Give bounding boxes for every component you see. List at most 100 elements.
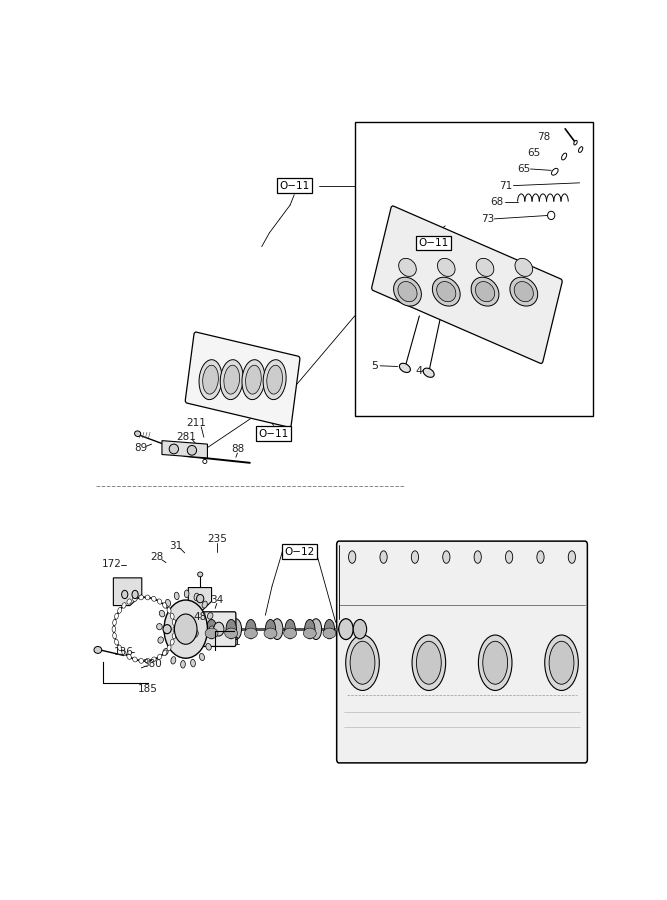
Ellipse shape <box>206 619 217 639</box>
Ellipse shape <box>476 258 494 276</box>
Ellipse shape <box>203 365 218 394</box>
Text: 5: 5 <box>371 361 378 371</box>
Ellipse shape <box>537 551 544 563</box>
Ellipse shape <box>416 642 442 684</box>
Ellipse shape <box>135 431 141 436</box>
Ellipse shape <box>199 653 205 661</box>
FancyBboxPatch shape <box>337 541 588 763</box>
Text: 48: 48 <box>193 612 206 623</box>
Ellipse shape <box>245 365 261 394</box>
Text: 78: 78 <box>537 132 550 142</box>
Ellipse shape <box>265 619 275 639</box>
Ellipse shape <box>172 619 176 625</box>
Text: 281: 281 <box>176 432 195 442</box>
Ellipse shape <box>350 642 375 684</box>
Ellipse shape <box>443 551 450 563</box>
Ellipse shape <box>133 597 137 601</box>
Ellipse shape <box>157 624 162 630</box>
Text: 1: 1 <box>234 636 241 646</box>
Ellipse shape <box>506 551 513 563</box>
Ellipse shape <box>225 628 237 638</box>
Ellipse shape <box>267 365 283 394</box>
Text: 73: 73 <box>481 214 494 224</box>
Ellipse shape <box>209 631 215 637</box>
Text: 65: 65 <box>517 164 530 174</box>
Ellipse shape <box>510 277 538 306</box>
Ellipse shape <box>400 364 410 373</box>
Ellipse shape <box>438 258 455 276</box>
Ellipse shape <box>170 639 174 645</box>
Ellipse shape <box>578 147 583 152</box>
Ellipse shape <box>283 628 297 638</box>
Ellipse shape <box>181 661 185 668</box>
Ellipse shape <box>271 618 283 640</box>
Text: 136: 136 <box>114 647 133 657</box>
Ellipse shape <box>244 628 257 638</box>
Ellipse shape <box>159 610 165 616</box>
FancyBboxPatch shape <box>185 332 300 428</box>
Ellipse shape <box>191 660 195 667</box>
Ellipse shape <box>380 551 387 563</box>
Ellipse shape <box>545 635 578 690</box>
Ellipse shape <box>185 628 198 638</box>
Text: O−11: O−11 <box>279 181 309 191</box>
Ellipse shape <box>197 595 204 603</box>
Text: 68: 68 <box>490 196 504 207</box>
Ellipse shape <box>139 595 143 600</box>
Ellipse shape <box>115 613 119 619</box>
Polygon shape <box>188 588 211 610</box>
Ellipse shape <box>242 360 265 400</box>
Ellipse shape <box>323 628 336 638</box>
Ellipse shape <box>412 551 419 563</box>
Ellipse shape <box>552 168 558 176</box>
Ellipse shape <box>207 613 213 619</box>
Ellipse shape <box>471 277 499 306</box>
Ellipse shape <box>145 595 150 600</box>
Ellipse shape <box>514 282 534 302</box>
Ellipse shape <box>170 613 174 619</box>
Ellipse shape <box>245 619 256 639</box>
Ellipse shape <box>163 603 167 608</box>
Ellipse shape <box>568 551 576 563</box>
Ellipse shape <box>220 360 243 400</box>
Ellipse shape <box>172 633 176 639</box>
Circle shape <box>164 600 207 658</box>
Ellipse shape <box>117 608 121 613</box>
Ellipse shape <box>167 645 171 651</box>
Text: 4: 4 <box>416 366 423 376</box>
Ellipse shape <box>157 598 162 604</box>
Ellipse shape <box>412 635 446 690</box>
Ellipse shape <box>310 618 321 640</box>
Text: O−12: O−12 <box>284 546 315 556</box>
Text: 28: 28 <box>150 552 163 562</box>
Ellipse shape <box>346 635 380 690</box>
Polygon shape <box>162 441 207 458</box>
Polygon shape <box>113 578 142 606</box>
Ellipse shape <box>165 599 171 607</box>
Ellipse shape <box>226 619 236 639</box>
Ellipse shape <box>209 626 215 633</box>
Text: 71: 71 <box>500 181 513 191</box>
Ellipse shape <box>145 659 150 663</box>
Ellipse shape <box>483 642 508 684</box>
Ellipse shape <box>398 282 417 302</box>
Ellipse shape <box>151 657 156 662</box>
Text: 88: 88 <box>231 444 244 454</box>
Ellipse shape <box>163 648 168 655</box>
Ellipse shape <box>303 628 316 638</box>
Ellipse shape <box>399 258 416 276</box>
Ellipse shape <box>197 572 203 577</box>
Ellipse shape <box>122 650 126 655</box>
Ellipse shape <box>549 642 574 684</box>
Ellipse shape <box>112 626 115 633</box>
Text: 65: 65 <box>528 148 541 158</box>
Ellipse shape <box>285 619 295 639</box>
Ellipse shape <box>194 593 199 600</box>
Ellipse shape <box>127 598 131 604</box>
Ellipse shape <box>339 618 354 640</box>
Text: 185: 185 <box>138 684 158 694</box>
Ellipse shape <box>432 277 460 306</box>
Ellipse shape <box>115 639 119 645</box>
Ellipse shape <box>94 646 102 653</box>
Ellipse shape <box>121 590 128 598</box>
